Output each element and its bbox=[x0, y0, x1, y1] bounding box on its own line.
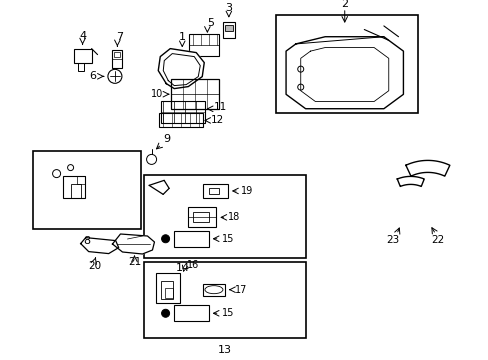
Bar bbox=[159, 113, 203, 127]
Bar bbox=[78, 63, 83, 71]
Text: 4: 4 bbox=[79, 31, 86, 41]
Polygon shape bbox=[112, 234, 154, 254]
Text: 11: 11 bbox=[213, 102, 226, 112]
Bar bbox=[203, 184, 227, 198]
Bar bbox=[223, 22, 234, 37]
Polygon shape bbox=[285, 37, 403, 109]
Text: 15: 15 bbox=[221, 234, 233, 244]
Bar bbox=[173, 305, 208, 321]
Polygon shape bbox=[81, 238, 119, 253]
Text: 9: 9 bbox=[163, 134, 170, 144]
Text: 10: 10 bbox=[150, 89, 163, 99]
Bar bbox=[165, 288, 173, 298]
Bar bbox=[189, 34, 219, 56]
Text: 15: 15 bbox=[221, 308, 233, 318]
Bar bbox=[161, 101, 205, 123]
Bar bbox=[33, 151, 141, 229]
Text: 22: 22 bbox=[430, 235, 444, 246]
Polygon shape bbox=[396, 176, 424, 186]
Text: 6: 6 bbox=[89, 71, 96, 81]
Text: 12: 12 bbox=[210, 116, 224, 125]
Text: 23: 23 bbox=[386, 235, 399, 246]
Bar bbox=[70, 184, 81, 198]
Text: 14: 14 bbox=[176, 264, 190, 274]
Bar bbox=[77, 176, 84, 184]
Text: 17: 17 bbox=[234, 285, 247, 295]
Circle shape bbox=[161, 309, 169, 317]
Bar bbox=[144, 262, 305, 338]
Bar bbox=[144, 175, 305, 258]
Bar bbox=[208, 188, 219, 194]
Text: 1: 1 bbox=[179, 32, 185, 42]
Polygon shape bbox=[405, 161, 449, 176]
Circle shape bbox=[161, 235, 169, 243]
Bar bbox=[112, 50, 122, 68]
Text: 3: 3 bbox=[225, 3, 232, 13]
Bar bbox=[73, 49, 91, 63]
Bar bbox=[161, 281, 173, 299]
Bar bbox=[170, 79, 218, 109]
Text: 8: 8 bbox=[83, 235, 90, 246]
Bar bbox=[203, 284, 224, 296]
Text: 21: 21 bbox=[127, 257, 141, 267]
Text: 19: 19 bbox=[241, 186, 253, 196]
Text: 13: 13 bbox=[218, 345, 231, 355]
Text: 18: 18 bbox=[228, 212, 240, 222]
Bar bbox=[224, 24, 232, 31]
Bar bbox=[188, 207, 216, 228]
Text: 20: 20 bbox=[88, 261, 101, 271]
Polygon shape bbox=[158, 49, 204, 89]
Bar bbox=[156, 273, 180, 303]
Text: 5: 5 bbox=[206, 18, 213, 28]
Text: 2: 2 bbox=[341, 0, 347, 9]
Text: 7: 7 bbox=[116, 32, 122, 42]
Bar bbox=[114, 53, 120, 57]
Bar bbox=[62, 176, 84, 198]
Bar bbox=[193, 212, 209, 222]
Bar bbox=[173, 231, 208, 247]
Bar bbox=[276, 15, 417, 113]
Text: 16: 16 bbox=[186, 260, 198, 270]
